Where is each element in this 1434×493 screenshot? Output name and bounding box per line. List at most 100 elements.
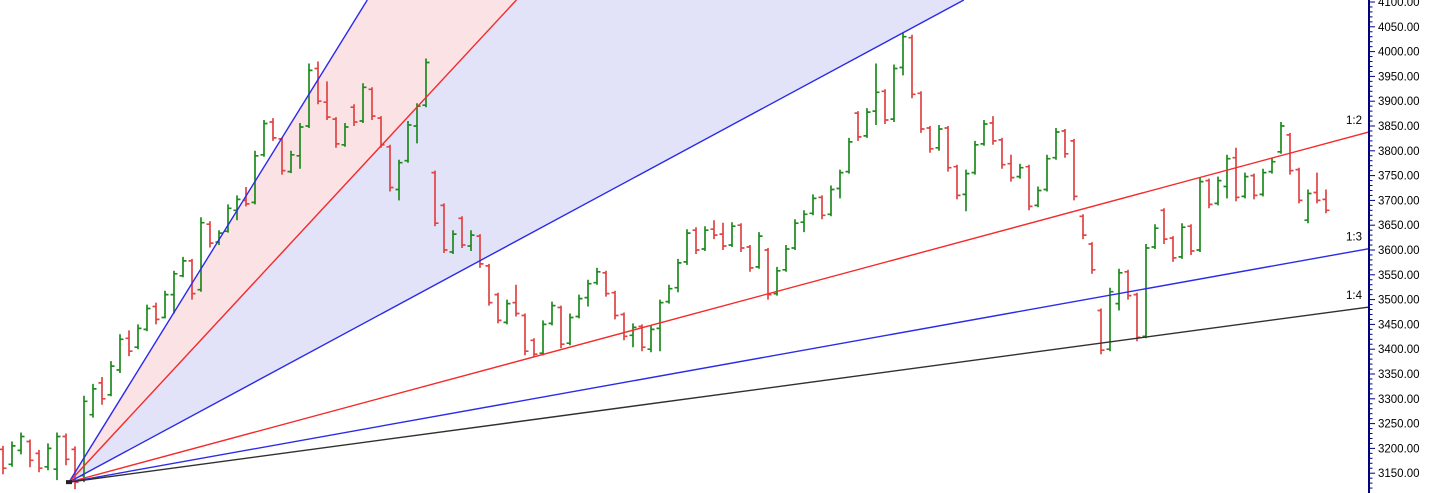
ohlc-bar [665, 284, 673, 304]
ohlc-bar [512, 284, 520, 317]
ohlc-bar [188, 258, 196, 300]
axis-price-label: 4050.00 [1378, 22, 1420, 34]
gann-fan-lines[interactable] [66, 0, 1370, 485]
axis-price-label: 3300.00 [1378, 394, 1420, 406]
axis-price-label: 3800.00 [1378, 146, 1420, 158]
ohlc-bar [53, 432, 61, 481]
ohlc-bar [782, 245, 790, 272]
ohlc-bar [1277, 122, 1285, 154]
ohlc-bar [989, 116, 997, 145]
gann-fan-line-1-3[interactable] [68, 247, 1370, 483]
ohlc-bar [1088, 242, 1096, 274]
gann-fan-line-1-1[interactable] [68, 0, 965, 483]
axis-price-label: 4100.00 [1378, 0, 1420, 9]
ohlc-bar [1142, 244, 1150, 339]
ohlc-bar [260, 120, 268, 157]
ohlc-bar [521, 313, 529, 356]
axis-price-label: 3650.00 [1378, 220, 1420, 232]
ohlc-bar [314, 61, 322, 105]
gann-fan-line-1-2[interactable] [68, 131, 1370, 483]
gann-fan-line-2-1[interactable] [68, 0, 517, 483]
ohlc-bar [980, 120, 988, 146]
ohlc-bar [1250, 173, 1258, 200]
ohlc-bar [251, 150, 259, 205]
ohlc-bar [1079, 214, 1087, 240]
axis-price-label: 3350.00 [1378, 369, 1420, 381]
ohlc-bar [692, 227, 700, 254]
ohlc-bar [161, 290, 169, 319]
ohlc-bar [908, 34, 916, 99]
axis-price-label: 3950.00 [1378, 71, 1420, 83]
ohlc-bar [206, 221, 214, 248]
ohlc-bar [845, 137, 853, 174]
ohlc-bar [953, 164, 961, 200]
ohlc-bar [485, 263, 493, 306]
ohlc-bar [350, 104, 358, 126]
ohlc-bar [269, 118, 277, 141]
ohlc-bar [530, 338, 538, 358]
ohlc-bar [1178, 223, 1186, 259]
ohlc-bar [458, 216, 466, 248]
ohlc-bar [890, 64, 898, 122]
axis-price-label: 3250.00 [1378, 419, 1420, 431]
ohlc-bar [431, 170, 439, 227]
ohlc-bar [629, 323, 637, 348]
axis-price-label: 3400.00 [1378, 344, 1420, 356]
ohlc-bar [1151, 224, 1159, 249]
ohlc-bar [656, 299, 664, 352]
ohlc-bar [8, 441, 16, 467]
ohlc-bar [1061, 129, 1069, 158]
ohlc-bar [1196, 177, 1204, 252]
ohlc-bar [1097, 308, 1105, 355]
ohlc-bar [548, 301, 556, 326]
ohlc-bar [1034, 186, 1042, 208]
ohlc-bar [1259, 168, 1267, 197]
ohlc-bar [593, 267, 601, 285]
ohlc-bar [116, 334, 124, 373]
ohlc-bar [1205, 178, 1213, 209]
fan-ratio-label: 1:4 [1346, 290, 1363, 302]
ohlc-bar [152, 302, 160, 325]
ohlc-bar [44, 443, 52, 471]
axis-price-label: 3700.00 [1378, 195, 1420, 207]
ohlc-bar [728, 222, 736, 247]
gann-fan-line-1-4[interactable] [68, 306, 1370, 483]
ohlc-bar [557, 305, 565, 349]
ohlc-bar [944, 126, 952, 172]
ohlc-bar [836, 169, 844, 199]
ohlc-bar [575, 294, 583, 319]
ohlc-bar [971, 140, 979, 175]
gann-fan-line-3-1[interactable] [68, 0, 368, 483]
ohlc-bar [197, 217, 205, 292]
ohlc-bar [881, 89, 889, 124]
axis-price-label: 3750.00 [1378, 171, 1420, 183]
ohlc-bar [1115, 268, 1123, 311]
ohlc-bar [1043, 154, 1051, 192]
ohlc-bar [854, 111, 862, 141]
ohlc-bar [998, 137, 1006, 169]
ohlc-bar [107, 361, 115, 397]
ohlc-bar [719, 222, 727, 250]
ohlc-bar [917, 91, 925, 133]
ohlc-bar [863, 108, 871, 138]
ohlc-bar [1322, 189, 1330, 214]
ohlc-bar [1052, 128, 1060, 160]
ohlc-bar [602, 270, 610, 297]
ohlc-bar [800, 210, 808, 233]
ohlc-bar [746, 245, 754, 272]
ohlc-bar [1133, 292, 1141, 342]
fan-apex-handle[interactable] [66, 480, 72, 485]
ohlc-bar [935, 125, 943, 151]
ohlc-bar [305, 63, 313, 128]
axis-price-label: 3550.00 [1378, 270, 1420, 282]
ohlc-bar [1223, 154, 1231, 199]
ohlc-bar [620, 312, 628, 341]
ohlc-bar [683, 229, 691, 265]
axis-price-label: 3150.00 [1378, 468, 1420, 480]
price-axis[interactable]: 4100.00 4050.00 4000.00 3950.00 3900.00 3850.… [1368, 0, 1420, 493]
ohlc-bar [170, 270, 178, 314]
axis-price-label: 3200.00 [1378, 443, 1420, 455]
ohlc-bar [422, 58, 430, 108]
